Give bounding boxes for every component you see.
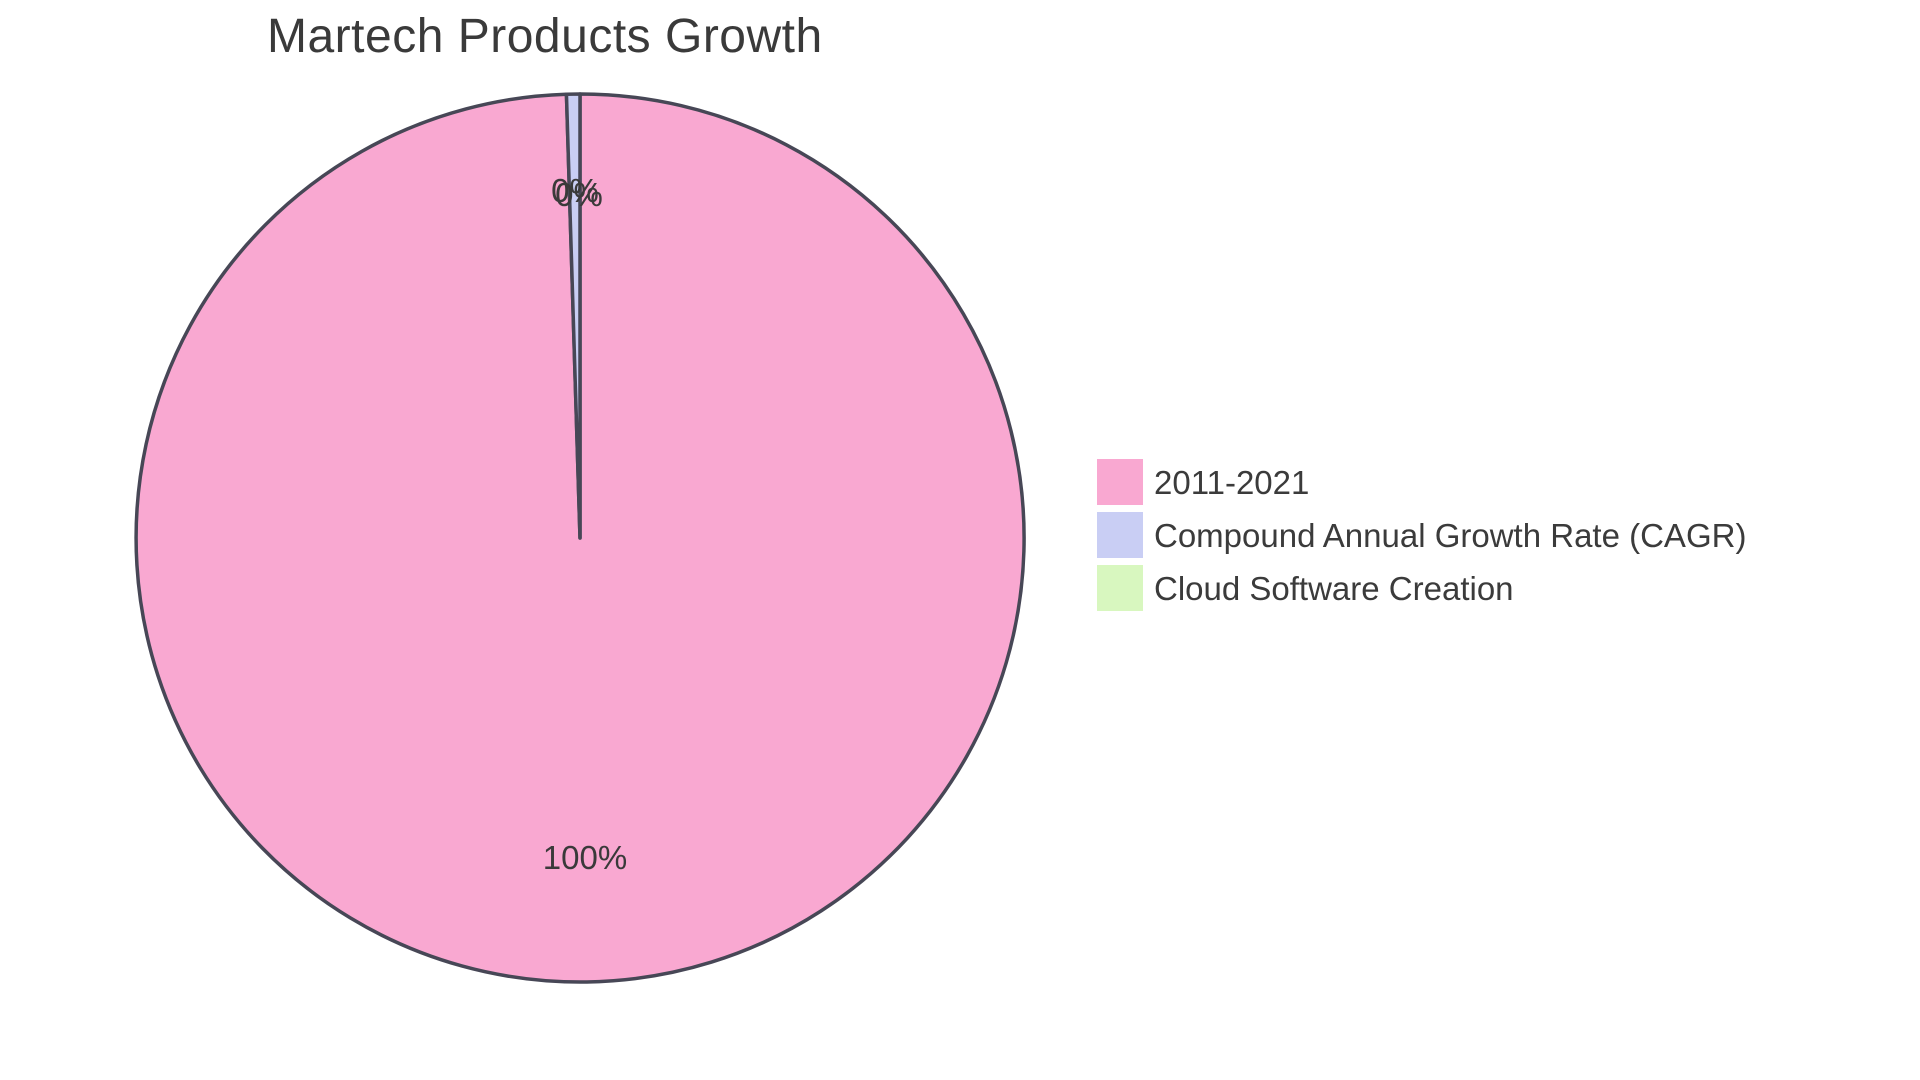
- legend-item-cloud-software: Cloud Software Creation: [1097, 565, 1746, 611]
- pie-slice-cagr: [564, 92, 582, 540]
- legend-label-cagr: Compound Annual Growth Rate (CAGR): [1154, 516, 1747, 554]
- legend-swatch-cagr: [1097, 512, 1143, 558]
- legend-item-cagr: Compound Annual Growth Rate (CAGR): [1097, 512, 1746, 558]
- legend-label-cloud-software: Cloud Software Creation: [1154, 569, 1514, 607]
- legend-swatch-cloud-software: [1097, 565, 1143, 611]
- chart-title: Martech Products Growth: [267, 10, 823, 63]
- pie-chart: [134, 92, 1026, 984]
- legend: 2011-2021 Compound Annual Growth Rate (C…: [1097, 459, 1746, 618]
- slice-label-2011-2021: 100%: [542, 839, 628, 876]
- legend-label-2011-2021: 2011-2021: [1154, 463, 1310, 501]
- slice-label-cloud-software: 0%: [555, 176, 603, 213]
- legend-item-2011-2021: 2011-2021: [1097, 459, 1746, 505]
- legend-swatch-2011-2021: [1097, 459, 1143, 505]
- slice-label-cagr: 0%: [551, 172, 599, 209]
